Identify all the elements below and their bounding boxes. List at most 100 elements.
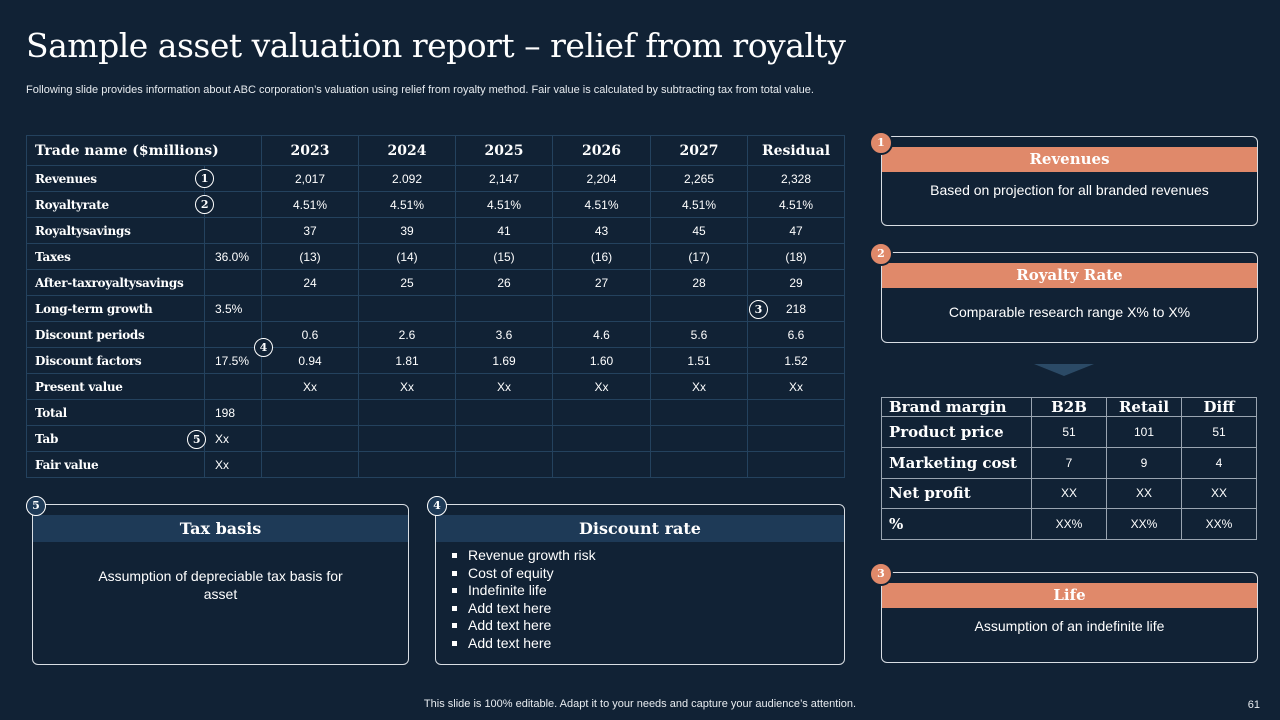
table-cell: 2,204 bbox=[552, 165, 651, 192]
brand-margin-table: Brand margin B2B Retail Diff Product pri… bbox=[881, 397, 1257, 540]
table-cell bbox=[650, 451, 748, 478]
valuation-table: Trade name ($millions) 2023 2024 2025 20… bbox=[26, 135, 845, 478]
table-cell bbox=[261, 295, 359, 322]
row-parameter: Xx bbox=[204, 451, 262, 478]
row-label: Present value bbox=[26, 373, 205, 400]
table-cell bbox=[552, 295, 651, 322]
table-row: After-taxroyaltysavings 24 25 26 27 28 29 bbox=[26, 269, 845, 296]
table-cell: 37 bbox=[261, 217, 359, 244]
brand-cell: XX bbox=[1106, 477, 1182, 510]
row-parameter: Xx bbox=[204, 425, 262, 452]
table-row: Tab 5 Xx bbox=[26, 425, 845, 452]
table-cell bbox=[455, 295, 553, 322]
discount-list-item: Add text here bbox=[450, 600, 596, 618]
table-cell: (17) bbox=[650, 243, 748, 270]
table-row: Total 198 bbox=[26, 399, 845, 426]
table-cell: 39 bbox=[358, 217, 456, 244]
discount-rate-card-title: Discount rate bbox=[436, 515, 844, 542]
table-cell: 1.69 bbox=[455, 347, 553, 374]
brand-row-label: Net profit bbox=[881, 477, 1032, 510]
row-label: Taxes bbox=[26, 243, 205, 270]
table-cell: 1.51 bbox=[650, 347, 748, 374]
row-label: Discount factors bbox=[26, 347, 205, 374]
footer-note: This slide is 100% editable. Adapt it to… bbox=[423, 698, 857, 710]
table-cell: Xx bbox=[747, 373, 845, 400]
table-cell: 0.6 bbox=[261, 321, 359, 348]
brand-cell: XX% bbox=[1181, 508, 1257, 540]
row-parameter bbox=[204, 165, 262, 192]
royalty-rate-card-body: Comparable research range X% to X% bbox=[948, 304, 1191, 320]
table-cell: 2.6 bbox=[358, 321, 456, 348]
table-cell: 2,147 bbox=[455, 165, 553, 192]
table-cell: 5.6 bbox=[650, 321, 748, 348]
brand-header-row: Brand margin B2B Retail Diff bbox=[881, 397, 1257, 417]
brand-cell: 51 bbox=[1181, 416, 1257, 448]
table-cell: 43 bbox=[552, 217, 651, 244]
royalty-rate-number-badge: 2 bbox=[869, 242, 893, 266]
table-cell: 45 bbox=[650, 217, 748, 244]
header-year: 2027 bbox=[650, 135, 748, 166]
brand-cell: XX% bbox=[1106, 508, 1182, 540]
table-cell: (14) bbox=[358, 243, 456, 270]
row-label: Discount periods bbox=[26, 321, 205, 348]
table-cell: 1.60 bbox=[552, 347, 651, 374]
table-cell: 29 bbox=[747, 269, 845, 296]
row-label: Royaltysavings bbox=[26, 217, 205, 244]
brand-cell: 9 bbox=[1106, 446, 1182, 479]
life-card-body: Assumption of an indefinite life bbox=[974, 618, 1165, 634]
header-residual: Residual bbox=[747, 135, 845, 166]
life-card: Life Assumption of an indefinite life bbox=[881, 572, 1258, 663]
discount-list-item: Add text here bbox=[450, 635, 596, 653]
table-cell: 25 bbox=[358, 269, 456, 296]
table-cell: (18) bbox=[747, 243, 845, 270]
brand-cell: XX% bbox=[1031, 508, 1107, 540]
brand-header-col: B2B bbox=[1031, 397, 1107, 417]
brand-header-col: Retail bbox=[1106, 397, 1182, 417]
brand-cell: XX bbox=[1181, 477, 1257, 510]
life-card-title: Life bbox=[882, 583, 1257, 608]
table-row: Present value Xx Xx Xx Xx Xx Xx bbox=[26, 373, 845, 400]
brand-cell: 51 bbox=[1031, 416, 1107, 448]
header-year: 2026 bbox=[552, 135, 651, 166]
revenues-card-title: Revenues bbox=[882, 147, 1257, 172]
table-cell: Xx bbox=[455, 373, 553, 400]
brand-row: % XX% XX% XX% bbox=[881, 508, 1257, 540]
table-cell bbox=[358, 451, 456, 478]
table-cell bbox=[650, 295, 748, 322]
table-cell: 26 bbox=[455, 269, 553, 296]
row-label: Tab 5 bbox=[26, 425, 206, 452]
brand-cell: 101 bbox=[1106, 416, 1182, 448]
table-cell bbox=[455, 399, 553, 426]
table-cell: 24 bbox=[261, 269, 359, 296]
table-cell: (15) bbox=[455, 243, 553, 270]
table-cell: 4.51% bbox=[261, 191, 359, 218]
table-row: Long-term growth 3.5% 218 3 bbox=[26, 295, 845, 322]
table-cell: 28 bbox=[650, 269, 748, 296]
table-cell: 47 bbox=[747, 217, 845, 244]
table-cell: Xx bbox=[650, 373, 748, 400]
table-row: Taxes 36.0% (13) (14) (15) (16) (17) (18) bbox=[26, 243, 845, 270]
brand-row-label: % bbox=[881, 508, 1032, 540]
table-cell: 6.6 bbox=[747, 321, 845, 348]
table-cell: 1.52 bbox=[747, 347, 845, 374]
row-label: Long-term growth bbox=[26, 295, 205, 322]
row-parameter bbox=[204, 373, 262, 400]
table-row: Royaltysavings 37 39 41 43 45 47 bbox=[26, 217, 845, 244]
brand-header-label: Brand margin bbox=[881, 397, 1032, 417]
royalty-rate-card: Royalty Rate Comparable research range X… bbox=[881, 252, 1258, 343]
table-row: Revenues 1 2,017 2.092 2,147 2,204 2,265 2,328 bbox=[26, 165, 845, 192]
royalty-rate-card-title: Royalty Rate bbox=[882, 263, 1257, 288]
table-cell bbox=[747, 399, 845, 426]
table-cell: 1.81 bbox=[358, 347, 456, 374]
brand-cell: 4 bbox=[1181, 446, 1257, 479]
table-row: Fair value Xx bbox=[26, 451, 845, 478]
row-parameter: 36.0% bbox=[204, 243, 262, 270]
table-cell bbox=[358, 295, 456, 322]
slide-title: Sample asset valuation report – relief f… bbox=[26, 26, 846, 65]
discount-list-item: Indefinite life bbox=[450, 582, 596, 600]
table-cell: 27 bbox=[552, 269, 651, 296]
brand-row: Marketing cost 7 9 4 bbox=[881, 446, 1257, 479]
table-cell bbox=[552, 399, 651, 426]
table-cell: 2,265 bbox=[650, 165, 748, 192]
page-number: 61 bbox=[1247, 699, 1260, 711]
